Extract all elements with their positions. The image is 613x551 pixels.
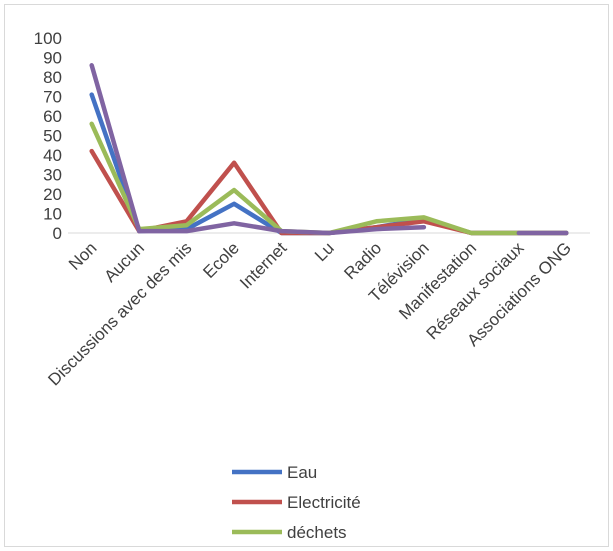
series-line-series-4: [89, 63, 569, 236]
y-tick-label: 70: [43, 88, 62, 107]
y-tick-label: 40: [43, 146, 62, 165]
y-tick-label: 30: [43, 166, 62, 185]
legend-item: Electricité: [232, 493, 361, 512]
y-tick-label: 10: [43, 205, 62, 224]
legend-label: Electricité: [287, 493, 361, 512]
y-tick-label: 90: [43, 49, 62, 68]
legend-label: Eau: [287, 463, 317, 482]
x-tick-label: Non: [65, 238, 100, 273]
x-tick-label: Radio: [340, 238, 385, 283]
x-tick-label: Ecole: [199, 238, 243, 282]
chart-frame: [4, 4, 609, 547]
legend-item: déchets: [232, 523, 347, 542]
y-tick-label: 60: [43, 107, 62, 126]
series-line-déchets: [89, 121, 569, 236]
y-tick-label: 20: [43, 185, 62, 204]
y-tick-label: 0: [53, 224, 62, 243]
y-tick-label: 100: [34, 29, 62, 48]
series-lines: [89, 63, 569, 236]
series-line-eau: [89, 92, 569, 236]
y-tick-label: 50: [43, 127, 62, 146]
x-tick-label: Internet: [236, 238, 290, 292]
x-tick-label: Lu: [311, 238, 338, 265]
legend: Eau Electricité déchets: [232, 463, 361, 542]
y-tick-label: 80: [43, 68, 62, 87]
legend-item: Eau: [232, 463, 317, 482]
series-line-electricité: [89, 148, 569, 236]
legend-label: déchets: [287, 523, 347, 542]
